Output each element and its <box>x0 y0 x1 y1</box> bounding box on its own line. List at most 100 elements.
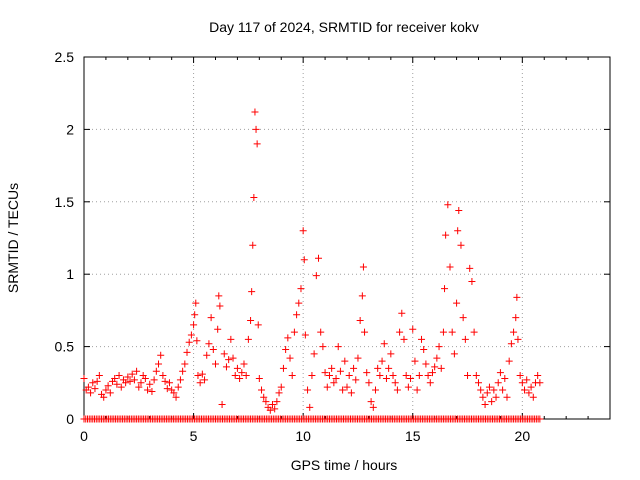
data-point <box>250 193 258 201</box>
data-point <box>209 345 217 353</box>
data-point <box>382 374 390 382</box>
data-point <box>323 383 331 391</box>
data-point <box>176 376 184 384</box>
data-point <box>374 364 382 372</box>
data-point <box>396 328 404 336</box>
data-point <box>435 343 443 351</box>
data-point <box>488 398 496 406</box>
data-point <box>146 380 154 388</box>
data-point <box>275 389 283 397</box>
data-point <box>454 227 462 235</box>
data-point <box>247 317 255 325</box>
data-point <box>317 328 325 336</box>
y-tick-label: 0 <box>66 411 74 427</box>
data-point <box>301 331 309 339</box>
data-point <box>455 206 463 214</box>
data-point <box>295 299 303 307</box>
data-points <box>80 108 544 423</box>
data-point <box>113 380 121 388</box>
data-point <box>466 264 474 272</box>
data-point <box>84 383 92 391</box>
data-point <box>299 227 307 235</box>
data-point <box>279 364 287 372</box>
data-point <box>350 364 358 372</box>
data-point <box>100 393 108 401</box>
data-point <box>325 372 333 380</box>
data-point <box>179 367 187 375</box>
data-point <box>507 340 515 348</box>
x-tick-label: 10 <box>295 428 311 444</box>
data-point <box>514 335 522 343</box>
data-point <box>433 354 441 362</box>
data-point <box>141 374 149 382</box>
data-point <box>233 364 241 372</box>
x-tick-labels: 0 5 10 15 20 <box>80 428 530 444</box>
data-point <box>312 272 320 280</box>
data-point <box>479 393 487 401</box>
data-point <box>297 285 305 293</box>
data-point <box>187 331 195 339</box>
data-point <box>418 335 426 343</box>
data-point <box>464 372 472 380</box>
y-tick-label: 1.5 <box>55 194 75 210</box>
data-point <box>402 372 410 380</box>
data-point <box>341 357 349 365</box>
data-point <box>457 241 465 249</box>
data-point <box>271 405 279 413</box>
data-point <box>361 328 369 336</box>
data-point <box>190 321 198 329</box>
data-point <box>450 350 458 358</box>
data-point <box>409 325 417 333</box>
data-point <box>220 350 228 358</box>
data-point <box>481 401 489 409</box>
data-point <box>404 383 412 391</box>
plot-frame <box>83 56 611 420</box>
data-point <box>461 335 469 343</box>
data-point <box>442 231 450 239</box>
data-point <box>483 389 491 397</box>
data-point <box>499 386 507 394</box>
data-point <box>172 393 180 401</box>
data-point <box>80 374 88 382</box>
data-point <box>159 372 167 380</box>
data-point <box>192 299 200 307</box>
data-point <box>428 369 436 377</box>
data-point <box>306 403 314 411</box>
data-point <box>191 311 199 319</box>
data-point <box>536 415 544 423</box>
data-point <box>300 256 308 264</box>
data-point <box>277 383 285 391</box>
data-point <box>165 379 173 387</box>
data-point <box>157 351 165 359</box>
data-point <box>332 374 340 382</box>
data-point <box>446 263 454 271</box>
data-point <box>385 364 393 372</box>
data-point <box>284 334 292 342</box>
data-point <box>124 373 132 381</box>
x-axis-title: GPS time / hours <box>291 457 398 473</box>
data-point <box>203 351 211 359</box>
data-point <box>501 374 509 382</box>
data-point <box>225 356 233 364</box>
data-point <box>371 386 379 394</box>
data-point <box>345 372 353 380</box>
data-point <box>310 350 318 358</box>
data-point <box>472 372 480 380</box>
data-point <box>420 345 428 353</box>
data-point <box>244 335 252 343</box>
data-point <box>87 389 95 397</box>
data-point <box>347 389 355 397</box>
data-point <box>437 364 445 372</box>
data-point <box>111 374 119 382</box>
data-point <box>400 335 408 343</box>
data-point <box>215 292 223 300</box>
data-point <box>238 369 246 377</box>
data-point <box>367 398 375 406</box>
data-point <box>536 379 544 387</box>
data-point <box>521 386 529 394</box>
data-point <box>286 354 294 362</box>
data-point <box>534 372 542 380</box>
x-tick-label: 0 <box>80 428 88 444</box>
data-point <box>516 372 524 380</box>
data-point <box>91 385 99 393</box>
